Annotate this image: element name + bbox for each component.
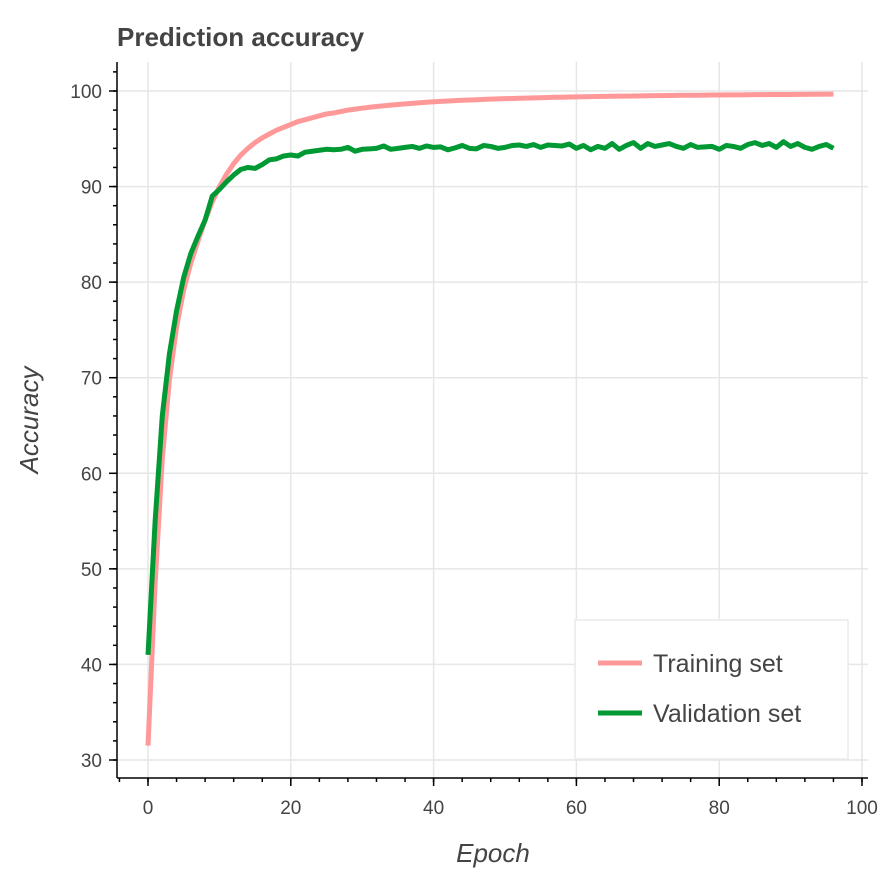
y-axis-label: Accuracy	[14, 365, 44, 476]
legend-label-training: Training set	[653, 650, 783, 678]
y-tick-label: 30	[81, 751, 102, 772]
y-tick-label: 60	[81, 464, 102, 485]
x-axis-label: Epoch	[456, 838, 530, 868]
axes: 30 40 50 60 70 80 90 100 0 20 40 60 80 100	[70, 62, 878, 819]
x-tick-label: 60	[566, 798, 587, 819]
chart-title: Prediction accuracy	[117, 22, 365, 52]
y-tick-label: 50	[81, 560, 102, 581]
y-tick-label: 80	[81, 273, 102, 294]
series-line-training	[145, 91, 834, 746]
y-tick-label: 90	[81, 178, 102, 199]
y-tick-label: 100	[70, 82, 102, 103]
x-tick-label: 100	[846, 798, 878, 819]
legend-label-validation: Validation set	[653, 700, 801, 728]
series-line-validation	[145, 139, 835, 656]
legend: Training set Validation set	[574, 619, 849, 760]
y-tick-label: 40	[81, 655, 102, 676]
x-tick-label: 40	[423, 798, 444, 819]
x-tick-label: 80	[709, 798, 730, 819]
x-tick-label: 0	[143, 798, 154, 819]
y-tick-label: 70	[81, 369, 102, 390]
grid	[117, 62, 868, 778]
series	[145, 91, 835, 746]
x-tick-label: 20	[280, 798, 301, 819]
legend-box	[574, 619, 849, 760]
